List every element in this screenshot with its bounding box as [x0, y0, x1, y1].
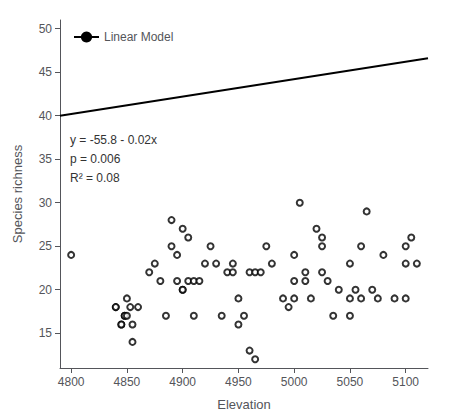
svg-text:Elevation: Elevation [217, 397, 270, 412]
svg-text:5100: 5100 [392, 375, 419, 389]
svg-text:5050: 5050 [337, 375, 364, 389]
svg-text:15: 15 [39, 326, 53, 340]
svg-text:y = -55.8 - 0.02x: y = -55.8 - 0.02x [70, 133, 157, 147]
svg-text:35: 35 [39, 152, 53, 166]
svg-text:45: 45 [39, 65, 53, 79]
svg-text:4900: 4900 [169, 375, 196, 389]
svg-text:Linear Model: Linear Model [104, 30, 173, 44]
svg-text:30: 30 [39, 196, 53, 210]
svg-text:4850: 4850 [114, 375, 141, 389]
svg-text:40: 40 [39, 109, 53, 123]
svg-text:p = 0.006: p = 0.006 [70, 152, 121, 166]
svg-text:4800: 4800 [58, 375, 85, 389]
svg-text:50: 50 [39, 22, 53, 36]
svg-text:5000: 5000 [281, 375, 308, 389]
svg-text:20: 20 [39, 283, 53, 297]
svg-text:4950: 4950 [225, 375, 252, 389]
svg-text:Species richness: Species richness [10, 144, 25, 243]
svg-text:25: 25 [39, 239, 53, 253]
svg-text:R² = 0.08: R² = 0.08 [70, 171, 120, 185]
